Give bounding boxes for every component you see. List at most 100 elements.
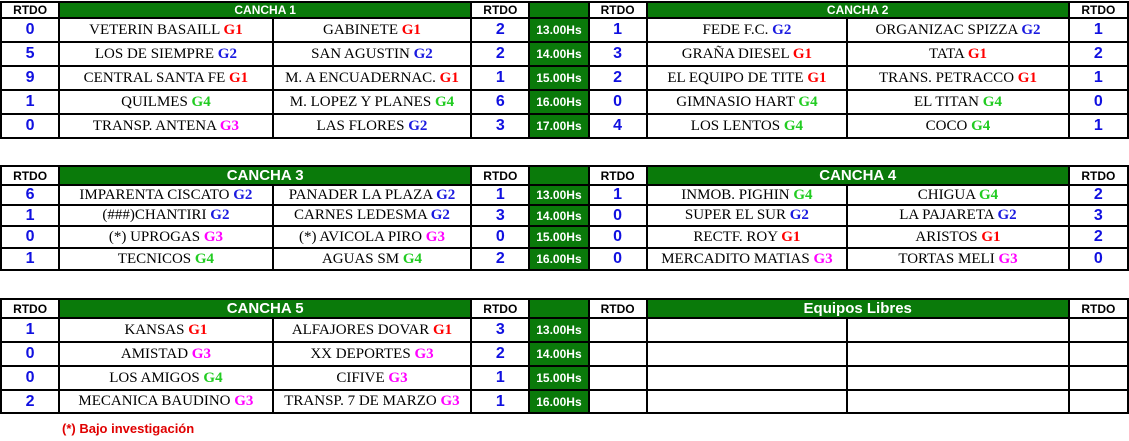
score: 0: [0, 225, 61, 249]
team-name: TRANSP. 7 DE MARZO: [284, 393, 441, 409]
score: 0: [0, 113, 61, 139]
match-time: 14.00Hs: [528, 204, 590, 227]
score: [587, 341, 648, 367]
team-name: (*) UPROGAS: [108, 228, 204, 245]
score: 2: [470, 41, 531, 67]
group-badge: G1: [981, 228, 1001, 245]
header-row: RTDO CANCHA 3 RTDO RTDO CANCHA 4 RTDO: [0, 165, 1129, 186]
team-name: CHIGUA: [917, 186, 980, 203]
away-team: LAS FLORES G2: [271, 113, 473, 139]
group-badge: G1: [781, 228, 801, 245]
score: 0: [587, 225, 648, 249]
rtdo-header: RTDO: [1067, 298, 1129, 319]
group-badge: G3: [203, 228, 224, 245]
away-team: COCO G4: [846, 113, 1070, 139]
group-badge: G3: [998, 250, 1018, 267]
rtdo-header: RTDO: [587, 298, 648, 319]
group-badge: G2: [997, 207, 1017, 223]
rtdo-header: RTDO: [470, 165, 531, 186]
group-badge: G2: [430, 207, 450, 223]
team-name: AMISTAD: [120, 345, 192, 362]
team-name: ALFAJORES DOVAR: [291, 321, 433, 338]
score: 3: [470, 317, 531, 343]
team-name: TECNICOS: [117, 250, 195, 267]
score: 6: [0, 184, 61, 206]
group-badge: G3: [425, 228, 445, 245]
group-badge: G1: [1017, 69, 1037, 86]
group-badge: G1: [439, 69, 459, 86]
score: 4: [587, 113, 648, 139]
team-name: SUPER EL SUR: [684, 207, 790, 223]
team-name: EL EQUIPO DE TITE: [667, 69, 808, 86]
home-team: AMISTAD G3: [58, 341, 274, 367]
away-team: LA PAJARETA G2: [846, 204, 1070, 227]
score: 1: [0, 204, 61, 227]
group-badge: G3: [234, 393, 254, 409]
away-team: [846, 389, 1070, 414]
score: 1: [470, 365, 531, 391]
time-header: [528, 298, 590, 319]
team-name: FEDE F.C.: [702, 21, 773, 38]
court-title: CANCHA 1: [58, 1, 473, 19]
court-title: CANCHA 2: [645, 1, 1070, 19]
home-team: TECNICOS G4: [58, 247, 274, 271]
score: 0: [470, 225, 531, 249]
score: [587, 365, 648, 391]
group-badge: G2: [1021, 21, 1041, 38]
group-badge: G2: [217, 45, 237, 62]
score: [587, 317, 648, 343]
match-time: 14.00Hs: [528, 41, 590, 67]
away-team: TRANS. PETRACCO G1: [846, 65, 1070, 91]
team-name: TATA: [928, 45, 968, 62]
team-name: LOS DE SIEMPRE: [94, 45, 218, 62]
away-team: M. A ENCUADERNAC. G1: [271, 65, 473, 91]
score: 2: [470, 17, 531, 43]
team-name: CIFIVE: [336, 369, 389, 386]
score: 1: [470, 65, 531, 91]
team-name: MERCADITO MATIAS: [661, 250, 814, 267]
team-name: MECANICA BAUDINO: [78, 393, 235, 409]
footnote: (*) Bajo investigación: [62, 421, 195, 436]
score: 6: [470, 89, 531, 115]
home-team: LOS AMIGOS G4: [58, 365, 274, 391]
header-row: RTDO CANCHA 5 RTDO RTDO Equipos Libres RTDO: [0, 298, 1129, 319]
away-team: [846, 317, 1070, 343]
score: 2: [1067, 41, 1129, 67]
group-badge: G4: [402, 250, 422, 267]
court-title: CANCHA 5: [58, 298, 473, 319]
group-badge: G2: [408, 117, 428, 134]
group-badge: G4: [982, 93, 1002, 110]
score: 2: [1067, 184, 1129, 206]
home-team: CENTRAL SANTA FE G1: [58, 65, 274, 91]
rtdo-header: RTDO: [470, 298, 531, 319]
match-row: 1 QUILMES G4 M. LOPEZ Y PLANES G4 6 16.00Hs 0…: [0, 89, 1129, 115]
home-team: TRANSP. ANTENA G3: [58, 113, 274, 139]
away-team: TATA G1: [846, 41, 1070, 67]
home-team: SUPER EL SUR G2: [645, 204, 849, 227]
away-team: [846, 365, 1070, 391]
team-name: ORGANIZAC SPIZZA: [875, 21, 1022, 38]
home-team: IMPARENTA CISCATO G2: [58, 184, 274, 206]
away-team: CHIGUA G4: [846, 184, 1070, 206]
match-row: 1 KANSAS G1 ALFAJORES DOVAR G1 3 13.00Hs: [0, 317, 1129, 343]
score: 3: [470, 204, 531, 227]
away-team: ALFAJORES DOVAR G1: [271, 317, 473, 343]
team-name: TRANS. PETRACCO: [879, 69, 1018, 86]
match-time: 17.00Hs: [528, 113, 590, 139]
group-badge: G3: [440, 393, 460, 409]
score: 2: [0, 389, 61, 414]
score: 1: [0, 317, 61, 343]
score: 1: [1067, 17, 1129, 43]
group-badge: G2: [413, 45, 433, 62]
away-team: TRANSP. 7 DE MARZO G3: [271, 389, 473, 414]
group-badge: G4: [203, 369, 223, 386]
group-badge: G3: [813, 250, 833, 267]
away-team: AGUAS SM G4: [271, 247, 473, 271]
group-badge: G1: [432, 321, 453, 338]
away-team: GABINETE G1: [271, 17, 473, 43]
group-badge: G4: [798, 93, 818, 110]
score: 1: [587, 184, 648, 206]
match-time: 16.00Hs: [528, 89, 590, 115]
group-badge: G1: [188, 321, 208, 338]
match-time: 15.00Hs: [528, 225, 590, 249]
